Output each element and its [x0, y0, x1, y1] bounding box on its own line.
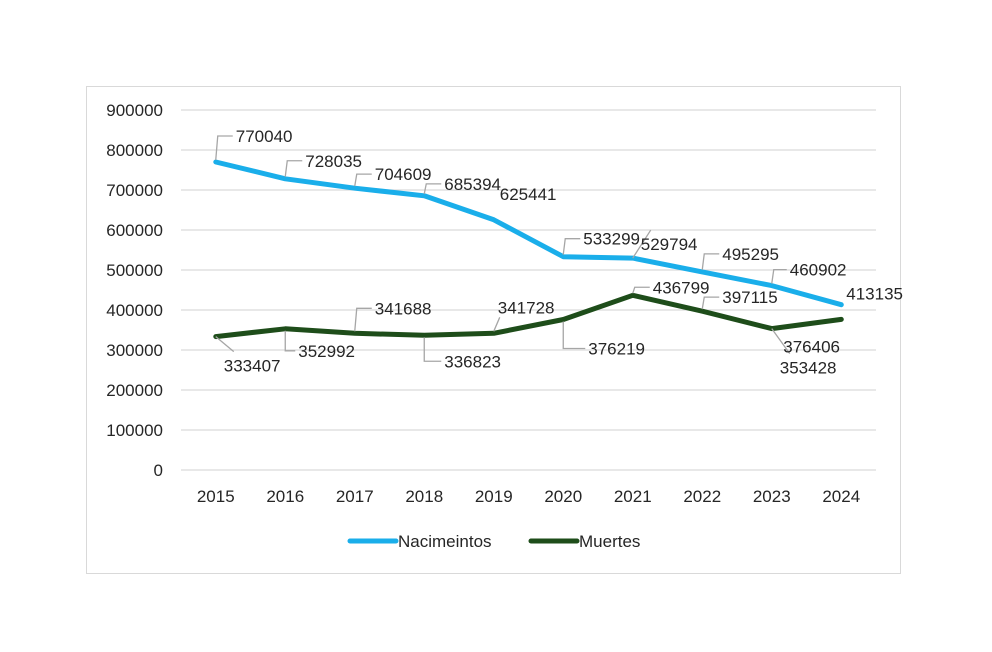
leader-line	[215, 336, 235, 353]
series-line-muertes	[213, 292, 844, 340]
x-tick-label: 2019	[475, 487, 513, 506]
leader-line	[423, 183, 442, 194]
data-label: 770040	[236, 127, 293, 146]
data-label: 397115	[722, 288, 777, 307]
leader-line	[562, 321, 586, 350]
y-tick-label: 400000	[106, 301, 163, 320]
x-tick-label: 2017	[336, 487, 374, 506]
data-label: 413135	[846, 285, 903, 304]
data-label: 460902	[790, 261, 847, 280]
x-axis-ticks: 2015 2016 2017 2018 2019 2020 2021 2022 2023 2024	[197, 487, 860, 506]
x-tick-label: 2015	[197, 487, 235, 506]
data-label: 728035	[305, 152, 362, 171]
gridlines	[181, 109, 876, 471]
label-leader-lines	[215, 135, 791, 362]
leader-line	[771, 268, 787, 284]
series-line-nacimeintos	[213, 159, 844, 308]
y-tick-label: 500000	[106, 261, 163, 280]
leader-line	[701, 253, 720, 270]
x-tick-label: 2018	[405, 487, 443, 506]
data-label: 495295	[722, 245, 779, 264]
x-tick-label: 2016	[266, 487, 304, 506]
leader-line	[771, 328, 791, 355]
data-label: 341728	[498, 298, 555, 317]
data-label: 336823	[444, 352, 501, 371]
y-tick-label: 700000	[106, 181, 163, 200]
data-label: 376406	[783, 337, 840, 356]
y-tick-label: 900000	[106, 101, 163, 120]
x-tick-label: 2020	[544, 487, 582, 506]
leader-line	[632, 229, 652, 259]
data-label: 353428	[780, 359, 837, 378]
leader-line	[354, 307, 372, 332]
y-tick-label: 100000	[106, 421, 163, 440]
data-label: 533299	[583, 230, 640, 249]
series-lines	[213, 159, 844, 340]
x-tick-label: 2022	[683, 487, 721, 506]
y-tick-label: 200000	[106, 381, 163, 400]
y-axis-ticks: 0 100000 200000 300000 400000 500000 600000 700…	[106, 101, 163, 480]
leader-line	[493, 317, 501, 332]
y-tick-label: 0	[154, 461, 163, 480]
leader-line	[284, 330, 296, 352]
x-tick-label: 2021	[614, 487, 652, 506]
leader-line	[354, 173, 372, 187]
data-label: 529794	[641, 235, 698, 254]
chart-frame	[86, 86, 901, 574]
legend-label-muertes: Muertes	[579, 532, 640, 551]
data-label: 625441	[500, 185, 557, 204]
data-label: 704609	[375, 165, 432, 184]
data-label: 352992	[298, 342, 355, 361]
leader-line	[701, 296, 720, 310]
y-tick-label: 300000	[106, 341, 163, 360]
data-label: 436799	[653, 278, 710, 297]
leader-line	[562, 238, 581, 255]
leader-line	[215, 135, 233, 161]
legend: Nacimeintos Muertes	[347, 532, 640, 551]
data-label: 333407	[224, 357, 281, 376]
leader-line	[632, 286, 650, 294]
leader-line	[423, 337, 442, 362]
x-tick-label: 2024	[822, 487, 860, 506]
leader-line	[284, 160, 303, 177]
y-tick-label: 600000	[106, 221, 163, 240]
y-tick-label: 800000	[106, 141, 163, 160]
data-label: 341688	[375, 299, 432, 318]
data-label: 685394	[444, 175, 501, 194]
x-tick-label: 2023	[753, 487, 791, 506]
data-label: 376219	[588, 340, 645, 359]
legend-label-nacimeintos: Nacimeintos	[398, 532, 492, 551]
